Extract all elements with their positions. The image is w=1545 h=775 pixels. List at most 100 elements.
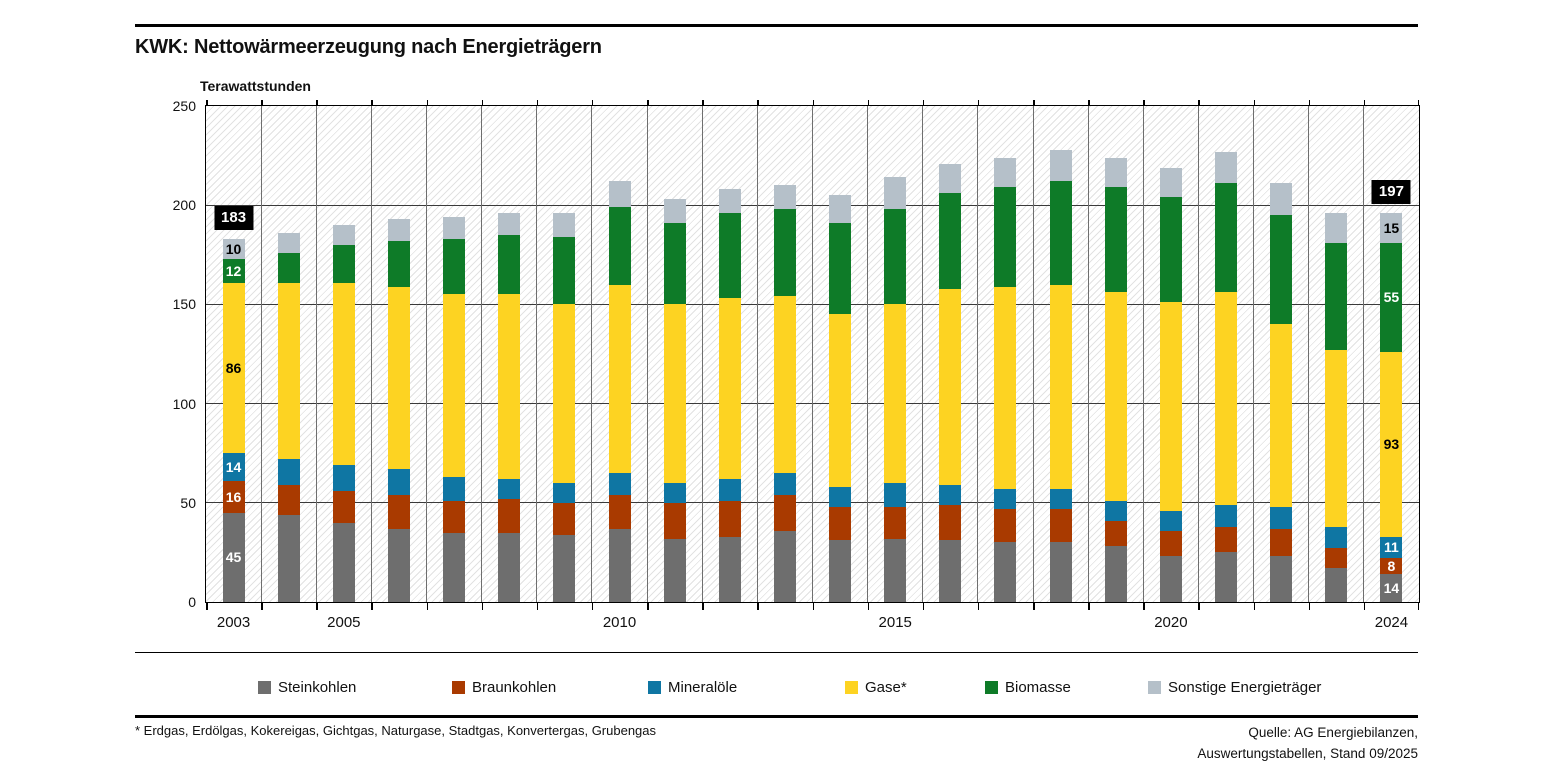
x-tick-top	[1198, 100, 1200, 105]
legend-item-steinkohlen: Steinkohlen	[258, 677, 356, 697]
bar-segment-sonstige-energietr-ger-2016	[939, 163, 962, 194]
legend-label: Mineralöle	[668, 678, 738, 696]
source-line-2: Auswertungstabellen, Stand 09/2025	[1197, 746, 1418, 761]
y-tick-label-100: 100	[172, 395, 196, 412]
v-gridline	[315, 106, 317, 602]
bar-segment-gase--2019	[1104, 292, 1127, 501]
bar-segment-gase--2023	[1325, 350, 1348, 527]
x-tick	[1033, 603, 1035, 610]
bar-segment-mineral-le-2008	[498, 478, 521, 499]
v-gridline	[536, 106, 538, 602]
y-tick-label-0: 0	[188, 594, 196, 610]
bar-segment-biomasse-2006	[387, 240, 410, 287]
segment-value-2003: 10	[225, 240, 242, 257]
bar-segment-biomasse-2015	[884, 209, 907, 305]
bar-segment-braunkohlen-2011	[663, 502, 686, 539]
bar-segment-steinkohlen-2017	[994, 542, 1017, 602]
x-tick-top	[1417, 100, 1419, 105]
bar-segment-biomasse-2005	[332, 244, 355, 283]
bar-segment-mineral-le-2019	[1104, 500, 1127, 521]
bar-segment-mineral-le-2006	[387, 469, 410, 495]
x-tick	[591, 603, 594, 610]
top-divider	[135, 24, 1418, 27]
x-tick-top	[977, 100, 980, 105]
bar-segment-sonstige-energietr-ger-2003	[222, 238, 245, 259]
bar-segment-gase--2021	[1215, 292, 1238, 505]
source-credit: Quelle: AG Energiebilanzen, Auswertungst…	[918, 722, 1418, 764]
total-badge-2003: 183	[214, 205, 254, 230]
bar-segment-steinkohlen-2015	[884, 538, 907, 602]
bar-segment-braunkohlen-2016	[939, 504, 962, 541]
bar-segment-gase--2007	[443, 294, 466, 477]
bar-segment-sonstige-energietr-ger-2019	[1104, 157, 1127, 188]
x-tick	[1308, 603, 1311, 610]
source-line-1: Quelle: AG Energiebilanzen,	[1248, 725, 1418, 740]
y-tick-label-150: 150	[172, 296, 196, 313]
x-tick-label-2005: 2005	[327, 614, 361, 631]
bar-segment-mineral-le-2007	[443, 477, 466, 501]
legend-item-biomasse: Biomasse	[985, 677, 1071, 697]
x-tick	[1143, 603, 1145, 610]
bar-segment-biomasse-2012	[718, 213, 741, 299]
x-tick-top	[647, 100, 649, 105]
bar-segment-mineral-le-2020	[1159, 510, 1182, 531]
legend: Steinkohlen Braunkohlen Mineralöle Gase* Bio…	[0, 677, 1545, 697]
bar-segment-sonstige-energietr-ger-2012	[718, 189, 741, 214]
bar-segment-braunkohlen-2003	[222, 480, 245, 513]
segment-value-2024: 93	[1383, 436, 1400, 453]
v-gridline	[481, 106, 483, 602]
bar-segment-mineral-le-2023	[1325, 526, 1348, 549]
bar-segment-mineral-le-2003	[222, 453, 245, 481]
bar-segment-mineral-le-2013	[773, 473, 796, 495]
legend-swatch	[985, 680, 998, 694]
bar-segment-steinkohlen-2014	[829, 540, 852, 602]
bar-segment-braunkohlen-2007	[443, 500, 466, 533]
bar-segment-biomasse-2004	[277, 252, 300, 283]
bar-segment-sonstige-energietr-ger-2010	[608, 181, 631, 208]
x-tick-top	[757, 100, 759, 105]
v-gridline	[370, 106, 372, 602]
y-tick-label-50: 50	[180, 494, 196, 511]
v-gridline	[1032, 106, 1034, 602]
x-tick	[1363, 603, 1366, 610]
x-tick	[1417, 603, 1419, 610]
segment-value-2024: 15	[1383, 220, 1400, 237]
bar-segment-sonstige-energietr-ger-2015	[884, 177, 907, 210]
bar-segment-mineral-le-2010	[608, 473, 631, 495]
bar-segment-mineral-le-2018	[1049, 488, 1072, 509]
x-tick	[481, 603, 484, 610]
footnote: * Erdgas, Erdölgas, Kokereigas, Gichtgas…	[135, 723, 657, 738]
v-gridline	[260, 106, 262, 602]
bar-segment-biomasse-2021	[1215, 183, 1238, 293]
bar-segment-braunkohlen-2022	[1270, 528, 1293, 557]
y-tick-label-250: 250	[172, 98, 196, 114]
segment-value-2024: 55	[1383, 289, 1400, 306]
bar-segment-biomasse-2010	[608, 207, 631, 285]
bar-segment-gase--2009	[553, 304, 576, 483]
bar-segment-sonstige-energietr-ger-2004	[277, 232, 300, 253]
legend-item-sonstige-energietr-ger: Sonstige Energieträger	[1148, 677, 1321, 697]
x-tick	[261, 603, 263, 610]
x-tick-top	[867, 100, 870, 105]
plot-area: 0 50 100 150 200 250 45 16 14 86 12 10 183 2003 2005 20…	[173, 98, 1420, 631]
bar-segment-braunkohlen-2015	[884, 506, 907, 539]
x-tick-top	[1308, 100, 1311, 105]
segment-value-2003: 45	[225, 549, 242, 566]
bar-segment-steinkohlen-2005	[332, 522, 355, 602]
segment-value-2024: 8	[1387, 558, 1396, 575]
bar-segment-sonstige-energietr-ger-2009	[553, 213, 576, 237]
v-gridline	[426, 106, 428, 602]
bar-segment-sonstige-energietr-ger-2017	[994, 157, 1017, 188]
x-tick-label-2003: 2003	[216, 614, 251, 631]
legend-swatch	[845, 680, 858, 694]
bar-segment-braunkohlen-2008	[498, 498, 521, 533]
bar-segment-sonstige-energietr-ger-2014	[829, 195, 852, 224]
bar-segment-sonstige-energietr-ger-2013	[773, 185, 796, 210]
bar-segment-biomasse-2009	[553, 236, 576, 305]
x-tick-label-2024: 2024	[1374, 614, 1409, 631]
segment-value-2003: 16	[225, 488, 242, 505]
x-tick-top	[536, 100, 539, 105]
y-tick-label-200: 200	[172, 197, 196, 214]
bar-segment-gase--2012	[718, 298, 741, 479]
bar-segment-biomasse-2017	[994, 187, 1017, 287]
